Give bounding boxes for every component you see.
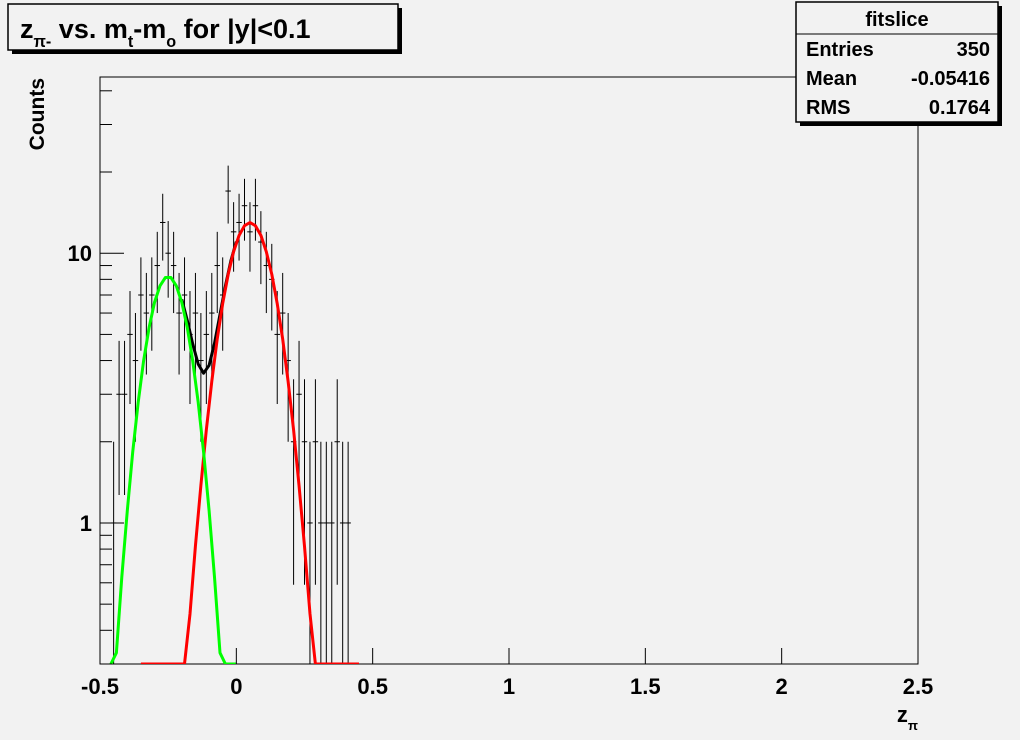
subscript: o <box>166 33 176 51</box>
text-part: z <box>20 14 34 44</box>
stats-box <box>795 1 999 123</box>
title-box <box>7 3 399 51</box>
text-part: for |y|<0.1 <box>176 14 310 44</box>
x-tick-label: 0 <box>230 674 242 699</box>
subscript: t <box>128 33 134 51</box>
stats-value: 350 <box>957 39 990 61</box>
stats-title: fitslice <box>865 9 928 31</box>
stats-label: RMS <box>806 97 850 119</box>
y-tick-label: 10 <box>68 241 92 266</box>
fit-curve <box>140 221 359 664</box>
x-tick-label: -0.5 <box>81 674 119 699</box>
text-part: -m <box>133 14 166 44</box>
stats-value: -0.05416 <box>911 68 990 90</box>
subscript: π <box>908 718 918 733</box>
plot-frame <box>99 76 919 665</box>
stats-label: Entries <box>806 39 874 61</box>
text-part: vs. m <box>51 14 128 44</box>
subscript: π- <box>34 33 52 51</box>
plot-area <box>109 165 359 664</box>
stats-label: Mean <box>806 68 857 90</box>
y-axis-label: Counts <box>26 78 49 150</box>
fit-curve <box>109 276 237 664</box>
stats-value: 0.1764 <box>929 97 991 119</box>
x-tick-label: 0.5 <box>357 674 388 699</box>
x-tick-label: 2.5 <box>903 674 934 699</box>
x-tick-label: 1 <box>503 674 515 699</box>
y-tick-label: 1 <box>80 511 92 536</box>
x-axis-label: zπ <box>897 702 918 733</box>
chart-title: zπ- vs. mt-mo for |y|<0.1 <box>20 14 311 51</box>
text-part: z <box>897 702 908 727</box>
x-tick-label: 2 <box>776 674 788 699</box>
x-tick-label: 1.5 <box>630 674 661 699</box>
